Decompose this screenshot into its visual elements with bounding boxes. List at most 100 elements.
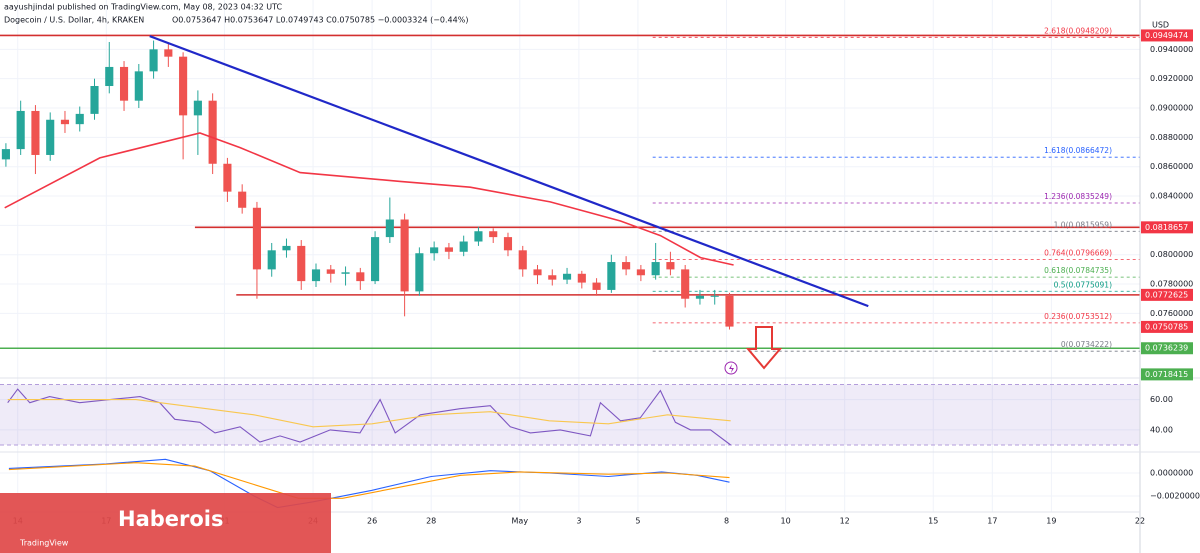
ohlc-values: O0.0753647 H0.0753647 L0.0749743 C0.0750…	[172, 16, 468, 25]
price-badge-label: 0.0750785	[1145, 322, 1188, 331]
candle-body	[636, 269, 645, 276]
x-tick-label: 10	[781, 517, 791, 526]
fib-label: 0.764(0.0796669)	[1044, 249, 1112, 258]
price-badge	[1141, 29, 1193, 42]
candle-body	[75, 113, 84, 125]
y-tick-label: 60.00	[1150, 395, 1173, 404]
candle-body	[548, 275, 557, 280]
candle-body	[607, 262, 616, 290]
candle-body	[710, 295, 719, 297]
candle-body	[695, 295, 705, 299]
candle-body	[489, 231, 498, 238]
candle-body	[725, 295, 734, 327]
y-tick-label: 0.0000000	[1150, 469, 1193, 478]
candle-body	[592, 282, 601, 290]
x-tick-label: 5	[635, 517, 640, 526]
price-badge	[1141, 342, 1193, 355]
price-badge-label: 0.0736239	[1145, 344, 1188, 353]
candle-body	[134, 71, 143, 101]
panes	[0, 34, 1140, 509]
fib-label: 1.618(0.0866472)	[1044, 146, 1112, 155]
candle-body	[666, 262, 675, 270]
candle-body	[430, 247, 439, 254]
x-tick-label: May	[512, 517, 529, 526]
price-badge	[1141, 288, 1193, 301]
candle-body	[208, 100, 217, 164]
candle-body	[385, 219, 394, 238]
candle-body	[681, 269, 690, 299]
fib-label: 0.5(0.0775091)	[1054, 280, 1112, 289]
candle-body	[533, 269, 542, 276]
candle-body	[179, 56, 188, 116]
indicator-line	[7, 388, 732, 446]
candle-body	[341, 272, 350, 274]
candle-body	[60, 119, 70, 125]
axis-unit: USD	[1152, 21, 1169, 30]
candle-body	[651, 262, 660, 276]
fib-label: 0.236(0.0753512)	[1044, 312, 1112, 321]
rsi-band	[0, 384, 1140, 445]
candle-body	[356, 272, 365, 282]
y-tick-label: 0.0840000	[1150, 192, 1193, 201]
candle-body	[119, 66, 129, 101]
candle-body	[46, 119, 55, 155]
candle-body	[459, 241, 468, 252]
y-tick-label: −0.0020000	[1150, 492, 1200, 501]
fib-label: 2.618(0.0948209)	[1044, 26, 1112, 35]
x-tick-label: 8	[724, 517, 729, 526]
price-badge-label: 0.0949474	[1145, 31, 1188, 40]
candle-body	[193, 100, 202, 116]
candle-body	[16, 110, 25, 150]
indicator-line	[8, 462, 730, 499]
price-badge	[1141, 368, 1193, 381]
candle-body	[149, 49, 158, 72]
x-tick-label: 19	[1046, 517, 1056, 526]
y-tick-label: 0.0760000	[1150, 309, 1193, 318]
event-bolt	[729, 364, 734, 373]
price-badge	[1141, 320, 1193, 333]
y-tick-label: 0.0780000	[1150, 280, 1193, 289]
y-tick-label: 0.0860000	[1150, 162, 1193, 171]
fib-label: 0.618(0.0784735)	[1044, 266, 1112, 275]
candle-body	[252, 207, 262, 270]
price-badge-label: 0.0772625	[1145, 290, 1188, 299]
candle-body	[267, 250, 276, 270]
indicator-line	[7, 399, 731, 428]
x-tick-label: 28	[426, 517, 436, 526]
candle-body	[577, 273, 586, 283]
x-tick-label: 26	[367, 517, 377, 526]
y-tick-label: 0.0920000	[1150, 74, 1193, 83]
x-tick-label: 22	[1135, 517, 1145, 526]
symbol-title: Dogecoin / U.S. Dollar, 4h, KRAKEN	[4, 16, 144, 25]
candle-body	[518, 250, 527, 270]
candle-body	[474, 231, 483, 242]
x-tick-label: 17	[987, 517, 997, 526]
candle-body	[503, 237, 513, 251]
candle-body	[622, 262, 631, 270]
trendline	[149, 35, 869, 308]
watermark: Haberois	[118, 507, 224, 531]
candle-body	[415, 253, 424, 292]
price-badge-label: 0.0718415	[1145, 370, 1188, 379]
candle-body	[297, 245, 306, 282]
candle-body	[164, 49, 173, 57]
candle-body	[238, 191, 247, 208]
grid	[0, 0, 1141, 512]
candle-body	[371, 237, 380, 282]
candle-body	[31, 110, 40, 155]
fib-label: 1.0(0.0815959)	[1054, 220, 1112, 229]
author-line: aayushjindal published on TradingView.co…	[4, 3, 283, 12]
y-tick-label: 0.0940000	[1150, 45, 1193, 54]
fib-label: 1.236(0.0835249)	[1044, 192, 1112, 201]
candle-body	[282, 245, 291, 251]
candle-body	[105, 66, 114, 87]
y-tick-label: 0.0800000	[1150, 250, 1193, 259]
candle-body	[444, 247, 453, 252]
fib-label: 0(0.0734222)	[1061, 340, 1112, 349]
logo-text: TradingView	[19, 539, 69, 548]
x-tick-label: 3	[576, 517, 581, 526]
candle-body	[400, 219, 409, 292]
price-badge	[1141, 221, 1193, 234]
